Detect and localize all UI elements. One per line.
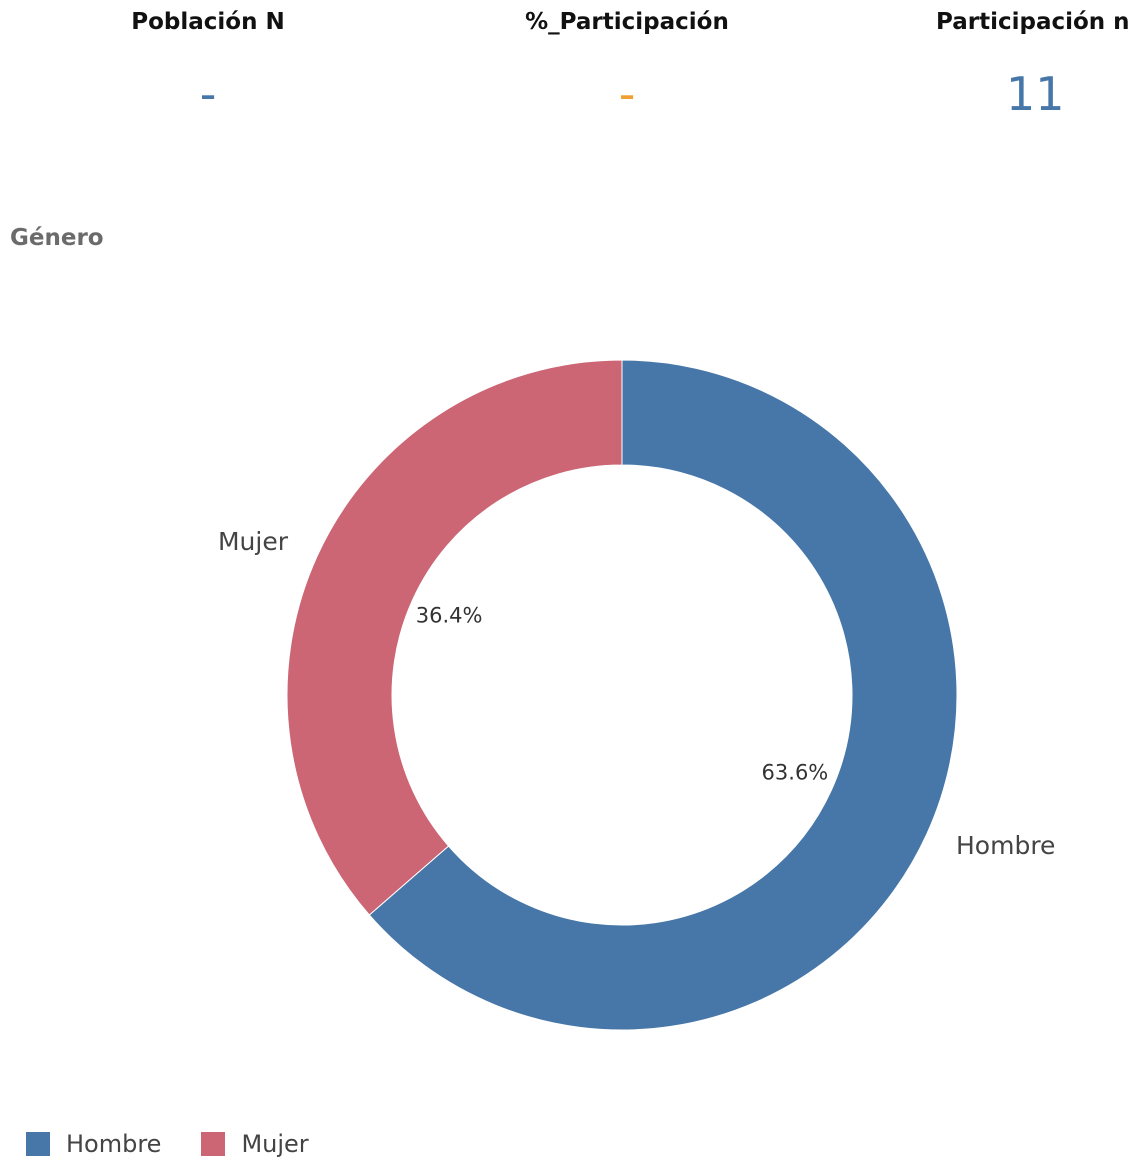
kpi-value: - <box>199 67 217 121</box>
data-label-hombre: 63.6% <box>762 761 829 785</box>
legend-swatch <box>26 1132 50 1156</box>
category-label-mujer: Mujer <box>218 527 289 556</box>
kpi-value: - <box>618 67 636 121</box>
category-label-hombre: Hombre <box>956 831 1055 860</box>
data-label-mujer: 36.4% <box>416 603 483 627</box>
donut-chart: 63.6% Hombre 36.4% Mujer <box>218 359 1055 1031</box>
slice-hombre[interactable] <box>368 359 958 1031</box>
legend-label: Hombre <box>66 1130 162 1158</box>
legend-swatch <box>201 1132 226 1156</box>
kpi-title: %_Participación <box>525 9 729 35</box>
kpi-participacion-n: Participación n 11 <box>848 4 1142 124</box>
legend-label: Mujer <box>241 1130 309 1158</box>
legend-item-mujer[interactable]: Mujer <box>201 1130 309 1158</box>
legend-item-hombre[interactable]: Hombre <box>26 1130 161 1158</box>
kpi-participacion-pct: %_Participación - <box>437 4 817 124</box>
chart-legend: Hombre Mujer <box>26 1130 349 1158</box>
kpi-value: 11 <box>1006 67 1065 121</box>
slice-mujer[interactable] <box>286 359 623 916</box>
chart-title: Género <box>10 225 104 251</box>
kpi-title: Población N <box>131 9 285 35</box>
kpi-poblacion: Población N - <box>18 4 398 124</box>
kpi-title: Participación n <box>936 9 1130 35</box>
